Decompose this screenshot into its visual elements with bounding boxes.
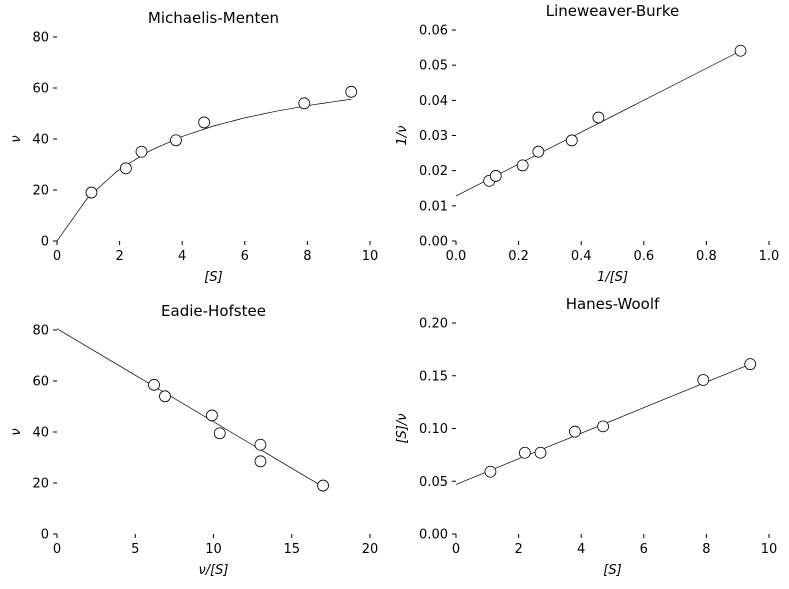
- data-point: [532, 145, 545, 158]
- x-tick-label: 4: [577, 542, 585, 557]
- fit-line: [56, 328, 324, 488]
- y-tick-label: 0.05: [419, 59, 448, 74]
- data-point: [697, 374, 710, 386]
- data-point: [734, 44, 747, 57]
- y-axis-label: [S]/ν: [395, 413, 410, 443]
- data-point: [317, 479, 329, 492]
- y-tick-label: 0.15: [419, 369, 448, 384]
- y-axis-label: ν: [9, 428, 24, 435]
- x-tick-label: 0.8: [696, 249, 717, 264]
- data-point: [119, 162, 132, 175]
- x-tick-label: 0.4: [571, 249, 592, 264]
- data-point: [198, 116, 211, 129]
- x-tick-label: 2: [115, 249, 123, 264]
- x-tick-label: 15: [283, 542, 300, 557]
- x-tick-label: 2: [514, 542, 522, 557]
- x-tick-label: 10: [362, 249, 379, 264]
- y-tick-label: 20: [32, 477, 49, 492]
- chart-title: Lineweaver-Burke: [546, 2, 679, 20]
- chart-title: Hanes-Woolf: [566, 295, 660, 313]
- data-point: [534, 446, 547, 459]
- data-point: [518, 446, 531, 459]
- y-tick-label: 0.05: [419, 475, 448, 490]
- data-point: [489, 170, 502, 182]
- data-point: [565, 134, 578, 147]
- y-tick-label: 0.20: [419, 317, 448, 332]
- x-axis-label: [S]: [603, 563, 621, 578]
- y-tick-label: 60: [32, 375, 49, 390]
- y-tick-label: 40: [32, 133, 49, 148]
- y-tick-label: 0.10: [419, 422, 448, 437]
- y-axis-label: 1/ν: [395, 126, 410, 146]
- x-tick-label: 0: [452, 542, 460, 557]
- y-tick-label: 0: [41, 235, 49, 250]
- y-tick-label: 60: [32, 82, 49, 97]
- data-point: [345, 85, 358, 98]
- x-tick-label: 0.2: [508, 249, 529, 264]
- data-point: [148, 378, 160, 391]
- x-tick-label: 0.0: [446, 249, 467, 264]
- data-point: [85, 186, 98, 199]
- y-tick-label: 80: [32, 324, 49, 339]
- data-point: [206, 409, 218, 422]
- data-point: [254, 438, 267, 451]
- data-point: [135, 145, 148, 158]
- y-tick-label: 0.02: [419, 164, 448, 179]
- y-tick-label: 0.01: [419, 199, 448, 214]
- panel-michaelis-menten: Michaelis-Menten 0 2 4 6 8 10 0 20 40 60 80 [S] ν: [9, 9, 378, 285]
- y-tick-label: 0.04: [419, 94, 448, 109]
- panel-hanes-woolf: Hanes-Woolf 0 2 4 6 8 10 0.00 0.05 0.10 0.15 0.20 [S…: [395, 295, 777, 578]
- panel-lineweaver-burke: Lineweaver-Burke 0.0 0.2 0.4 0.6 0.8 1.0 0.00 0.…: [395, 2, 779, 285]
- x-tick-label: 4: [178, 249, 186, 264]
- x-tick-label: 6: [241, 249, 249, 264]
- y-tick-label: 0.00: [419, 528, 448, 543]
- y-axis-label: ν: [9, 135, 24, 142]
- y-tick-label: 0.06: [419, 24, 448, 39]
- chart-title: Michaelis-Menten: [148, 9, 279, 27]
- chart-title: Eadie-Hofstee: [161, 302, 266, 320]
- data-point: [484, 465, 497, 478]
- y-tick-label: 20: [32, 184, 49, 199]
- x-axis-label: 1/[S]: [597, 270, 628, 285]
- data-point: [569, 425, 581, 438]
- x-tick-label: 0: [53, 249, 61, 264]
- data-point: [298, 97, 311, 110]
- panel-eadie-hofstee: Eadie-Hofstee 0 5 10 15 20 0 20 40 60 80 ν/[S] ν: [9, 302, 378, 578]
- data-point: [516, 159, 529, 172]
- data-point: [213, 427, 226, 440]
- data-point: [744, 358, 757, 371]
- x-tick-label: 8: [702, 542, 710, 557]
- x-tick-label: 0.6: [633, 249, 654, 264]
- y-tick-label: 80: [32, 31, 49, 46]
- y-tick-label: 0: [41, 528, 49, 543]
- y-tick-label: 0.03: [419, 129, 448, 144]
- y-tick-label: 0.00: [419, 235, 448, 250]
- x-tick-label: 0: [53, 542, 61, 557]
- x-tick-label: 5: [131, 542, 139, 557]
- x-tick-label: 1.0: [759, 249, 780, 264]
- data-point: [597, 420, 610, 433]
- x-tick-label: 8: [303, 249, 311, 264]
- data-point: [254, 455, 267, 468]
- x-tick-label: 10: [205, 542, 222, 557]
- x-axis-label: ν/[S]: [198, 563, 228, 578]
- data-point: [159, 390, 171, 403]
- x-tick-label: 10: [761, 542, 778, 557]
- y-tick-label: 40: [32, 426, 49, 441]
- data-point: [592, 111, 605, 124]
- x-tick-label: 6: [640, 542, 648, 557]
- x-axis-label: [S]: [204, 270, 222, 285]
- x-tick-label: 20: [362, 542, 379, 557]
- data-point: [170, 134, 182, 147]
